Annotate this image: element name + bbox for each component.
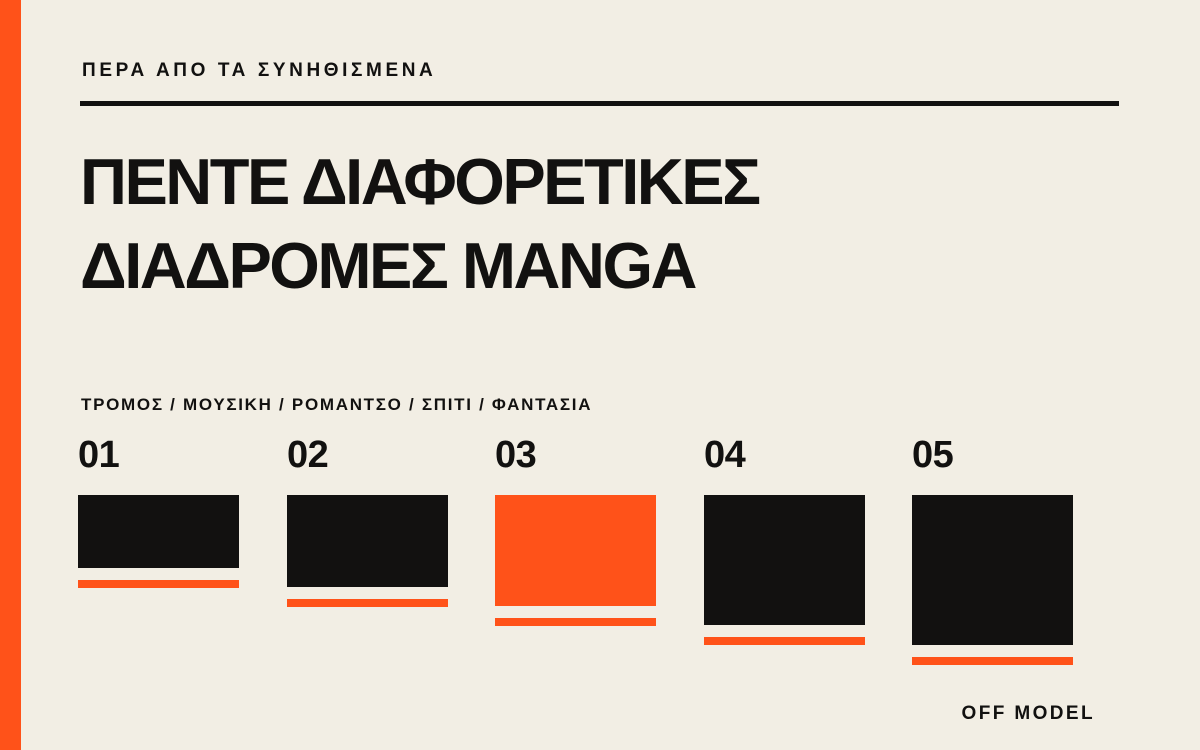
accent-side-bar	[0, 0, 21, 750]
panel-underline	[912, 657, 1073, 665]
panel-underline	[287, 599, 448, 607]
panel-number: 02	[287, 434, 329, 476]
kicker-text: ΠΕΡΑ ΑΠΟ ΤΑ ΣΥΝΗΘΙΣΜΕΝΑ	[82, 60, 437, 81]
panel-underline	[704, 637, 865, 645]
panel-block	[912, 495, 1073, 645]
headline-line-1: ΠΕΝΤΕ ΔΙΑΦΟΡΕΤΙΚΕΣ	[80, 145, 761, 218]
genre-tags: ΤΡΟΜΟΣ / ΜΟΥΣΙΚΗ / ΡΟΜΑΝΤΣΟ / ΣΠΙΤΙ / ΦΑ…	[81, 395, 593, 414]
panel-block	[78, 495, 239, 568]
panel-underline	[495, 618, 656, 626]
headline-line-2: ΔΙΑΔΡΟΜΕΣ MANGA	[80, 229, 697, 302]
panel-number: 05	[912, 434, 954, 476]
panel-block	[287, 495, 448, 587]
panel-number: 03	[495, 434, 537, 476]
headline: ΠΕΝΤΕ ΔΙΑΦΟΡΕΤΙΚΕΣ ΔΙΑΔΡΟΜΕΣ MANGA	[80, 140, 761, 308]
panel-block	[704, 495, 865, 625]
panel-number: 04	[704, 434, 746, 476]
brand-label: OFF MODEL	[961, 703, 1095, 724]
panel-block	[495, 495, 656, 606]
panel-number: 01	[78, 434, 120, 476]
header-rule	[80, 101, 1119, 106]
panel-underline	[78, 580, 239, 588]
